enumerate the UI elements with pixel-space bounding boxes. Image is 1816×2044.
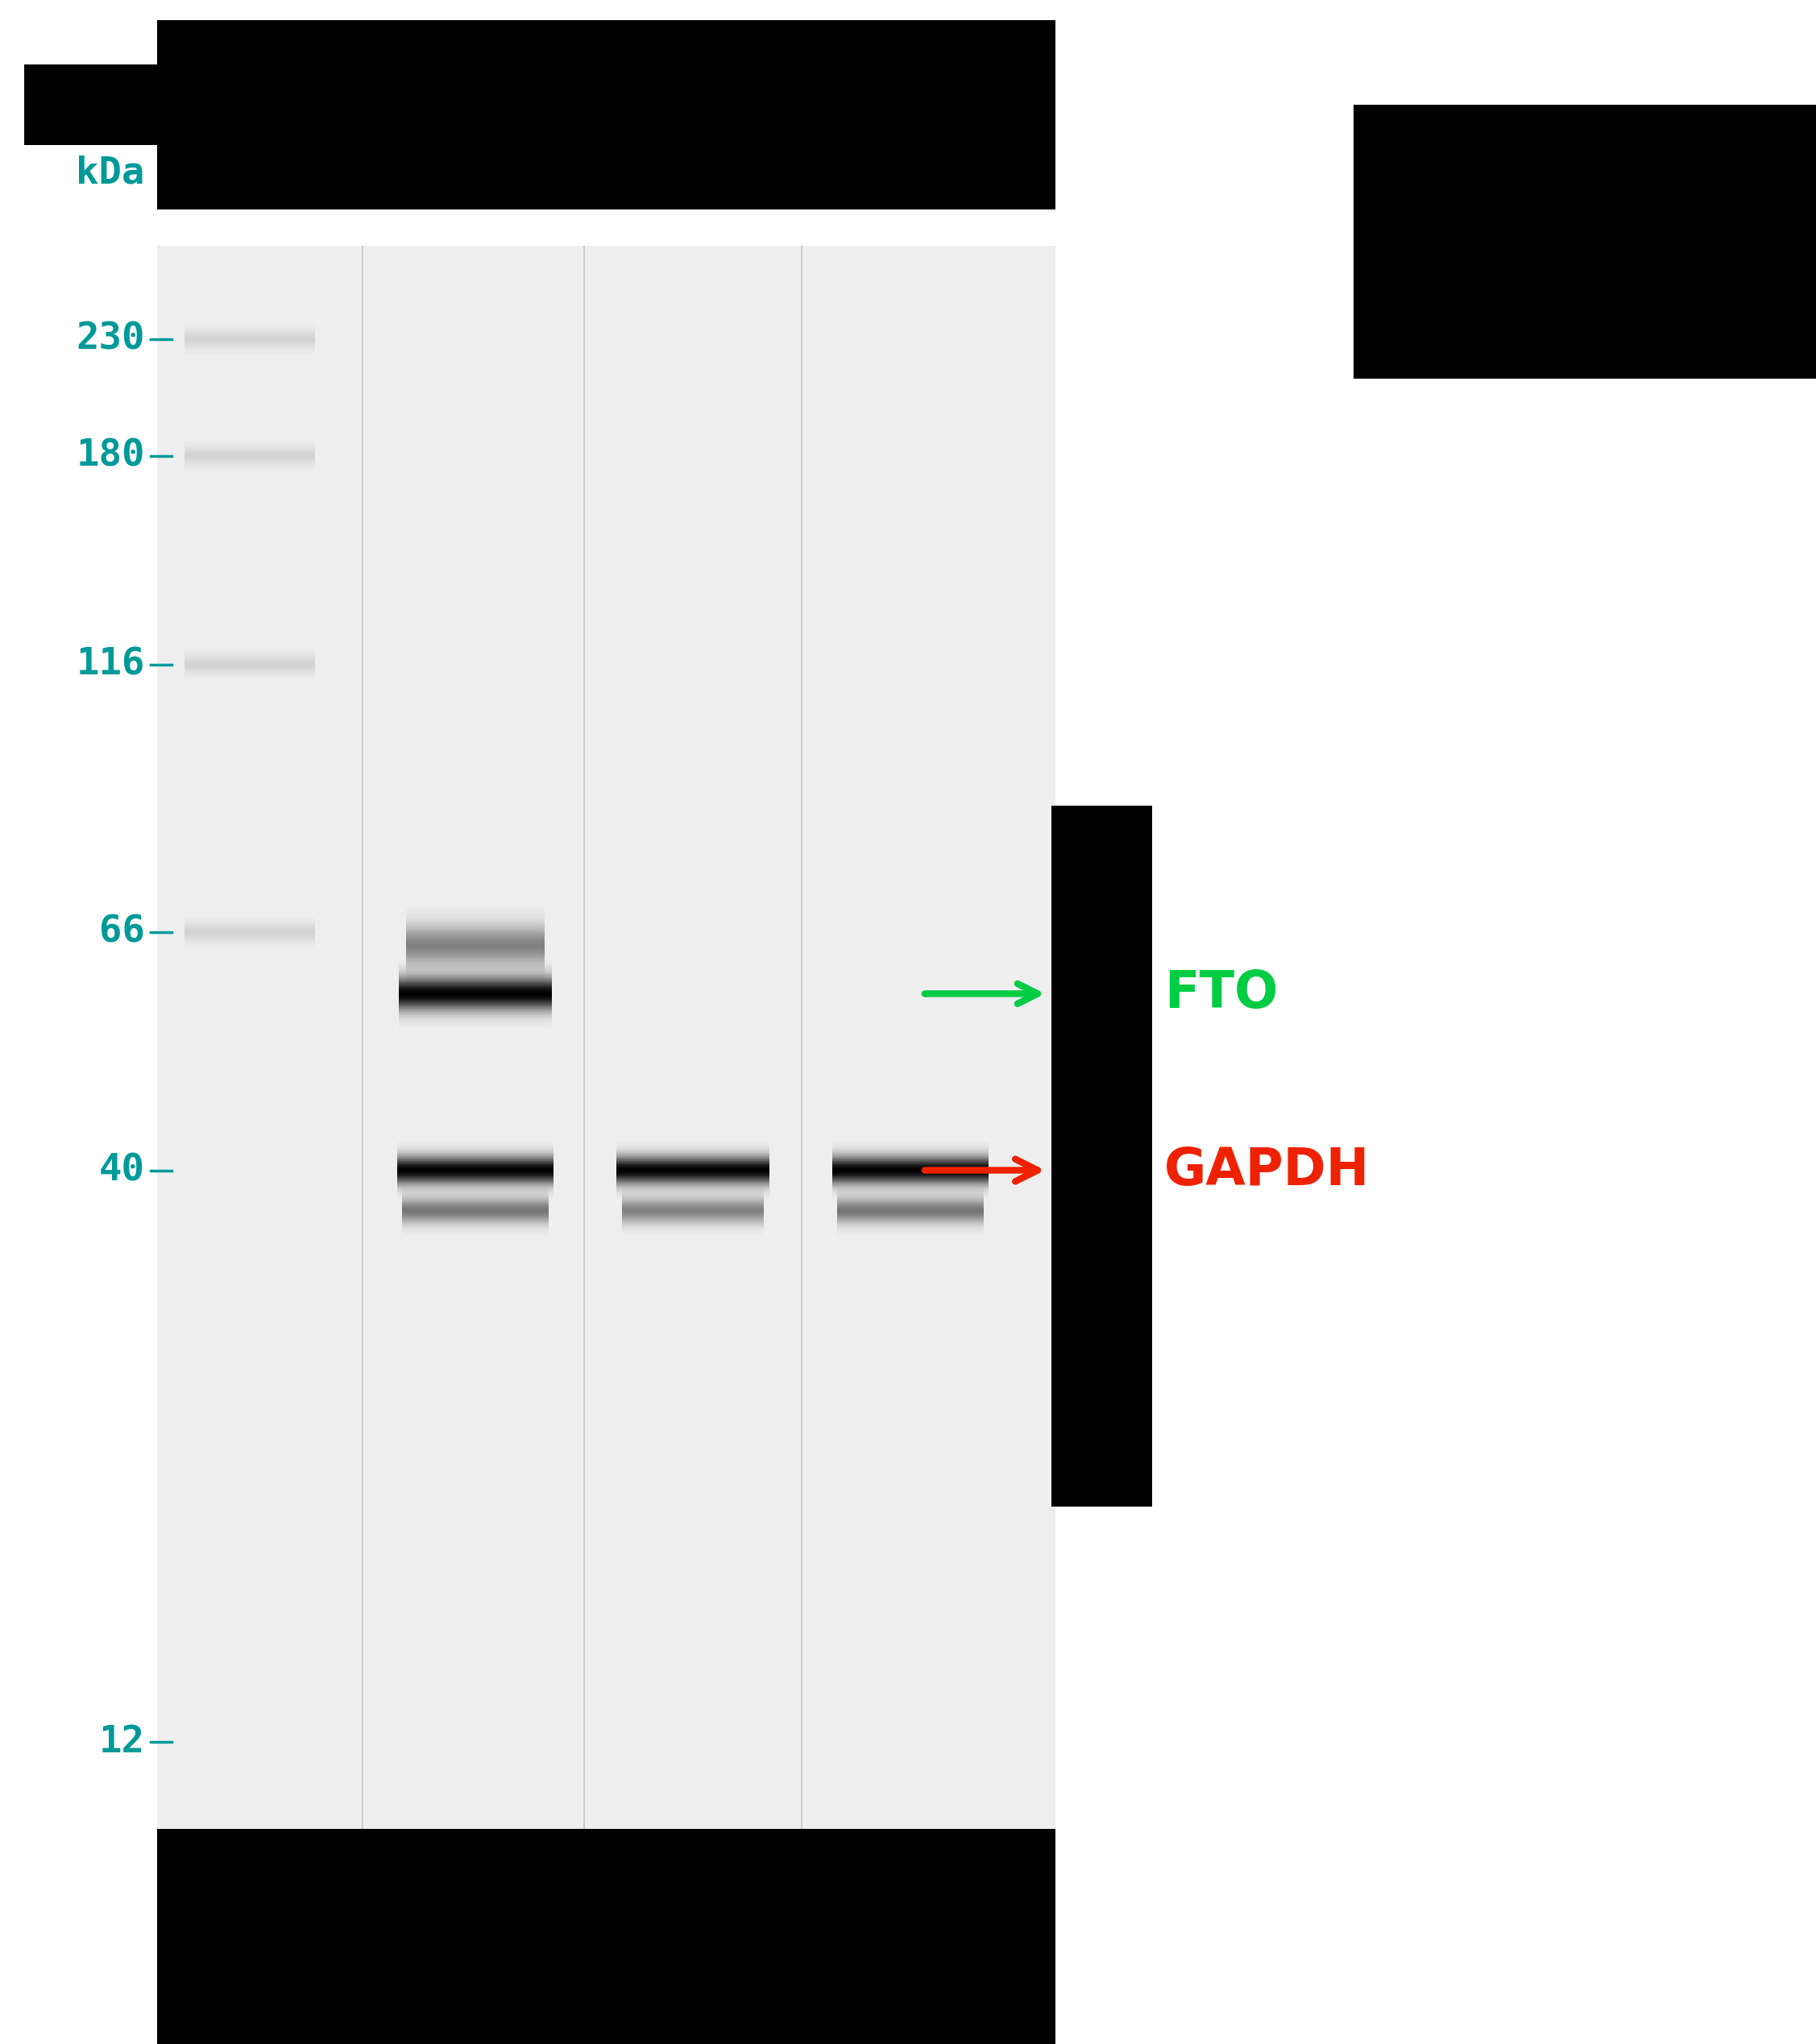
Text: 116: 116: [76, 646, 145, 683]
Text: GAPDH: GAPDH: [1164, 1145, 1369, 1196]
Bar: [1353, 104, 1816, 378]
Bar: [158, 20, 1055, 208]
Text: FTO: FTO: [1164, 969, 1278, 1018]
Text: 180: 180: [76, 437, 145, 474]
Bar: [225, 2005, 274, 2040]
Bar: [886, 2005, 935, 2040]
Text: 40: 40: [100, 1153, 145, 1188]
Text: 66: 66: [100, 914, 145, 950]
Bar: [158, 245, 1055, 1829]
Text: kDa: kDa: [76, 155, 145, 192]
Bar: [668, 2005, 717, 2040]
Text: 12: 12: [100, 1725, 145, 1760]
Bar: [450, 2005, 499, 2040]
Bar: [24, 65, 158, 145]
Text: 230: 230: [76, 321, 145, 358]
Bar: [158, 1829, 1055, 2044]
Bar: [1051, 805, 1151, 1506]
